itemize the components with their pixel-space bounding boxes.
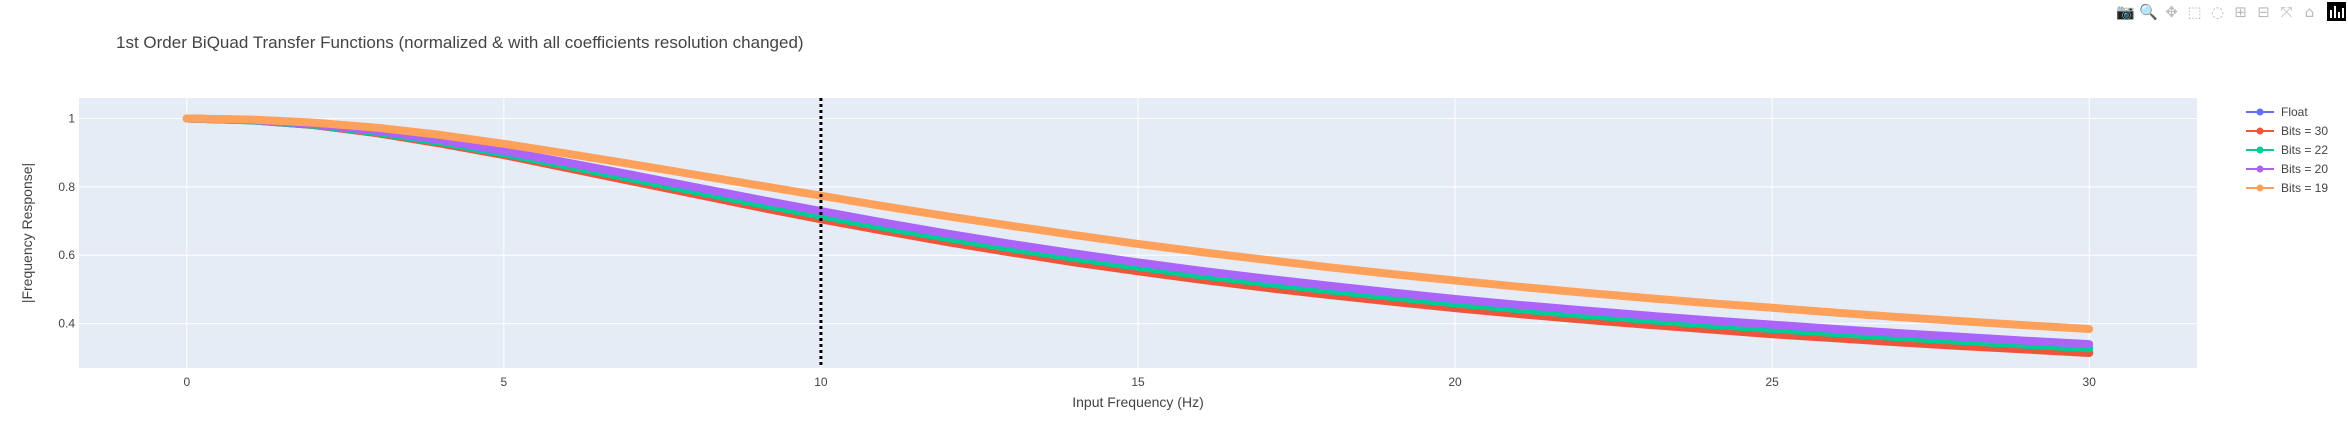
series-line-3[interactable] xyxy=(182,114,2094,349)
legend-label: Bits = 19 xyxy=(2281,181,2328,195)
series-line-4[interactable] xyxy=(182,114,2094,333)
pan-icon[interactable]: ✥ xyxy=(2165,2,2178,21)
y-tick-label: 0.4 xyxy=(58,317,75,331)
legend-swatch-marker xyxy=(2256,108,2264,116)
legend-label: Bits = 22 xyxy=(2281,143,2328,157)
tick-labels: 0 5 10 15 20 25 30 0.4 0.6 0.8 1 xyxy=(58,112,2096,389)
legend-swatch-marker xyxy=(2256,127,2264,135)
autoscale-icon[interactable]: ⤧ xyxy=(2280,2,2293,21)
zoom-out-icon[interactable]: ⊟ xyxy=(2257,2,2270,21)
legend-label: Float xyxy=(2281,105,2308,119)
zoom-in-icon[interactable]: ⊞ xyxy=(2234,2,2247,21)
x-tick-label: 30 xyxy=(2083,375,2097,389)
legend-swatch-marker xyxy=(2256,165,2264,173)
legend: Float Bits = 30 Bits = 22 Bits = 20 Bits = 1… xyxy=(2246,105,2328,195)
y-axis-title: |Frequency Response| xyxy=(19,163,35,303)
y-tick-label: 0.6 xyxy=(58,248,75,262)
zoom-icon[interactable]: 🔍 xyxy=(2139,2,2158,21)
legend-label: Bits = 30 xyxy=(2281,124,2328,138)
legend-swatch-marker xyxy=(2256,184,2264,192)
legend-item[interactable]: Bits = 19 xyxy=(2246,181,2328,195)
camera-icon[interactable]: 📷 xyxy=(2116,2,2135,21)
plotly-logo-icon[interactable] xyxy=(2327,2,2346,21)
legend-swatch-marker xyxy=(2256,146,2264,154)
legend-item[interactable]: Bits = 20 xyxy=(2246,162,2328,176)
chart-title: 1st Order BiQuad Transfer Functions (nor… xyxy=(116,33,804,52)
box-select-icon[interactable]: ⬚ xyxy=(2187,2,2202,21)
x-axis-title: Input Frequency (Hz) xyxy=(1072,394,1204,410)
series-lines xyxy=(182,114,2094,357)
legend-item[interactable]: Float xyxy=(2246,105,2308,119)
x-tick-label: 5 xyxy=(501,375,508,389)
modebar: 📷 🔍 ✥ ⬚ ◌ ⊞ ⊟ ⤧ ⌂ xyxy=(2116,2,2346,21)
x-tick-label: 10 xyxy=(814,375,828,389)
y-tick-label: 0.8 xyxy=(58,180,75,194)
x-tick-label: 20 xyxy=(1448,375,1462,389)
legend-item[interactable]: Bits = 30 xyxy=(2246,124,2328,138)
x-tick-label: 15 xyxy=(1131,375,1145,389)
x-tick-label: 0 xyxy=(183,375,190,389)
y-tick-label: 1 xyxy=(68,112,75,126)
x-tick-label: 25 xyxy=(1765,375,1779,389)
reset-axes-icon[interactable]: ⌂ xyxy=(2304,2,2315,21)
legend-item[interactable]: Bits = 22 xyxy=(2246,143,2328,157)
legend-label: Bits = 20 xyxy=(2281,162,2328,176)
lasso-select-icon[interactable]: ◌ xyxy=(2210,2,2225,21)
